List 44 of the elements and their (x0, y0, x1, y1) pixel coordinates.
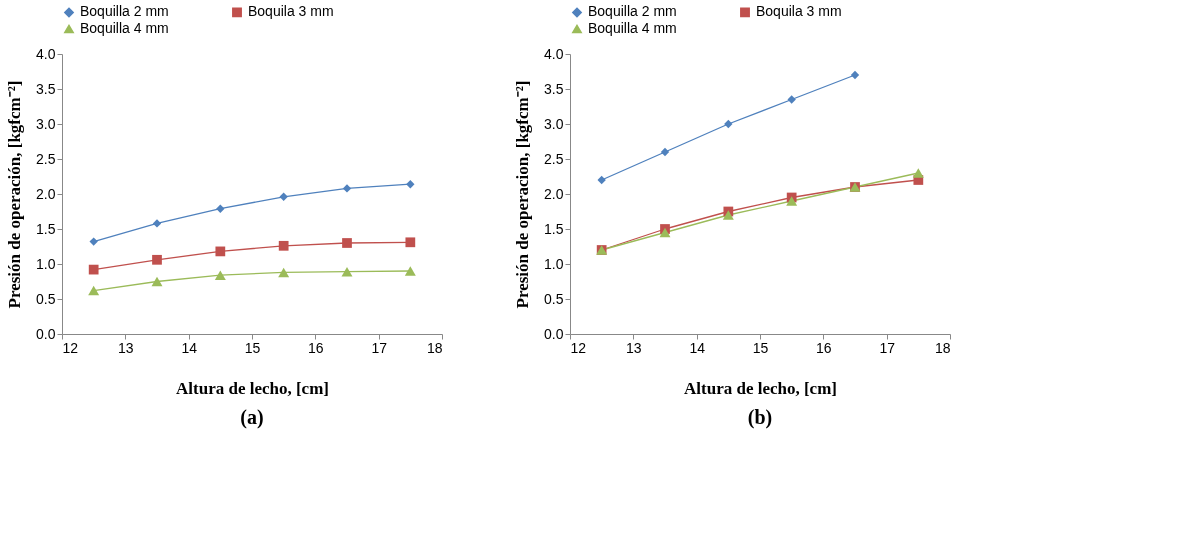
y-tick-label: 2.5 (36, 150, 56, 167)
text: (a) (240, 406, 264, 429)
y-tick-label: 3.5 (544, 80, 564, 97)
x-tick-label: 18 (426, 339, 443, 356)
y-tick-label: 0.5 (544, 290, 564, 307)
x-tick-label: 15 (752, 339, 769, 356)
y-tick-label: 4.0 (544, 45, 564, 62)
y-axis-title: Presión de operación, [kgfcm⁻²] (5, 80, 25, 309)
x-axis-title: Altura de lecho, [cm] (176, 378, 329, 398)
x-tick-label: 13 (118, 339, 134, 356)
x-tick-label: 17 (879, 339, 896, 356)
legend-label: Boquila 3 mm (248, 3, 334, 20)
y-tick-label: 2.0 (544, 185, 564, 202)
y-tick-label: 0.0 (36, 325, 56, 342)
x-axis-title: Altura de lecho, [cm] (684, 378, 837, 398)
y-tick-label: 1.5 (36, 220, 56, 237)
x-tick-label: 12 (570, 339, 587, 356)
y-tick-label: 3.0 (36, 115, 56, 132)
y-tick-label: 1.0 (36, 255, 56, 272)
legend-label: Boquilla 2 mm (80, 3, 169, 20)
legend-label: Boquilla 4 mm (80, 20, 169, 36)
x-tick-label: 17 (371, 339, 388, 356)
y-tick-label: 1.5 (544, 220, 564, 237)
legend-label: Boquila 3 mm (756, 3, 842, 20)
y-tick-label: 0.5 (36, 290, 56, 307)
y-tick-label: 1.0 (544, 255, 564, 272)
y-tick-label: 2.0 (36, 185, 56, 202)
x-tick-label: 14 (689, 339, 706, 356)
x-tick-label: 14 (181, 339, 198, 356)
y-tick-label: 4.0 (36, 45, 56, 62)
x-tick-label: 16 (308, 339, 324, 356)
y-tick-label: 3.5 (36, 80, 56, 97)
legend-label: Boquilla 4 mm (588, 20, 677, 36)
x-tick-label: 12 (62, 339, 79, 356)
x-tick-label: 13 (626, 339, 642, 356)
y-tick-label: 0.0 (544, 325, 564, 342)
y-tick-label: 3.0 (544, 115, 564, 132)
text: (b) (747, 406, 773, 429)
legend-label: Boquilla 2 mm (588, 3, 677, 20)
x-tick-label: 16 (816, 339, 832, 356)
y-tick-label: 2.5 (544, 150, 564, 167)
x-tick-label: 15 (244, 339, 261, 356)
y-axis-title: Presión de operacion, [kgfcm⁻²] (513, 80, 533, 309)
x-tick-label: 18 (934, 339, 951, 356)
